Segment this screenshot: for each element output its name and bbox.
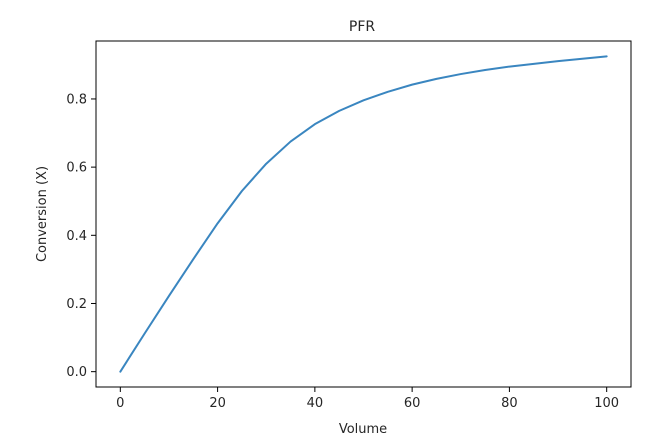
y-axis-label: Conversion (X) bbox=[35, 166, 50, 262]
x-tick-label: 20 bbox=[209, 396, 226, 411]
chart-title: PFR bbox=[349, 19, 375, 35]
y-tick-label: 0.4 bbox=[66, 229, 87, 244]
x-tick-label: 0 bbox=[116, 396, 124, 411]
x-tick-label: 40 bbox=[307, 396, 324, 411]
y-tick-label: 0.6 bbox=[66, 161, 87, 176]
plot-frame bbox=[95, 40, 632, 388]
y-tick-label: 0.0 bbox=[66, 365, 87, 380]
y-tick-label: 0.8 bbox=[66, 92, 87, 107]
series-line bbox=[119, 55, 608, 373]
y-tick-label: 0.2 bbox=[66, 297, 87, 312]
x-tick-label: 80 bbox=[501, 396, 518, 411]
x-axis-ticks: 0 20 40 60 80 100 bbox=[116, 387, 619, 411]
series-group bbox=[119, 55, 608, 373]
x-tick-label: 100 bbox=[594, 396, 619, 411]
y-axis-ticks: 0.0 0.2 0.4 0.6 0.8 bbox=[66, 92, 96, 380]
x-axis-label: Volume bbox=[339, 422, 387, 437]
x-tick-label: 60 bbox=[404, 396, 421, 411]
